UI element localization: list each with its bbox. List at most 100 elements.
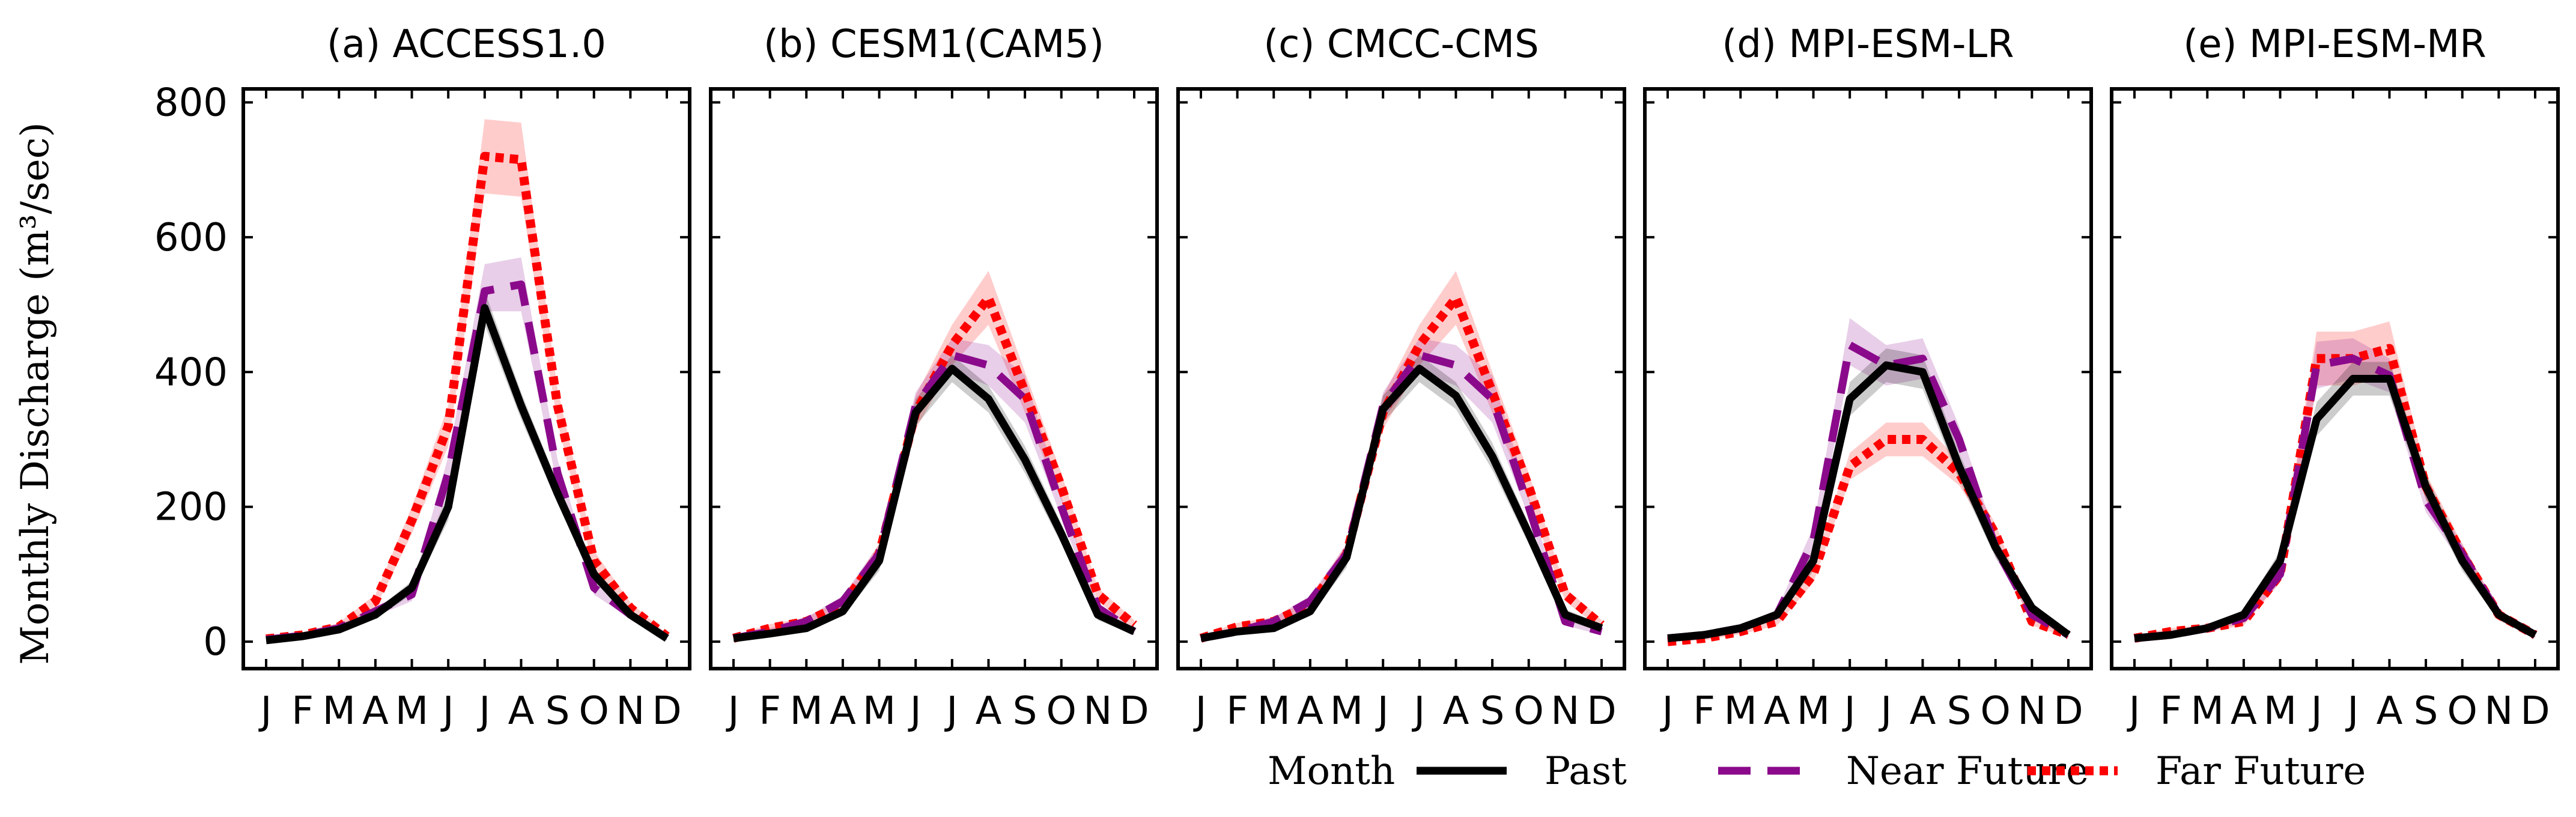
- x-axis-label: Month: [1268, 749, 1395, 794]
- panel-title: (b) CESM1(CAM5): [764, 22, 1104, 67]
- x-tick-label: O: [579, 689, 609, 733]
- x-tick-label: M: [2191, 689, 2224, 733]
- far-legend-label: Far Future: [2155, 749, 2366, 794]
- plot-frame: [1176, 87, 1626, 670]
- x-tick-label: J: [2127, 689, 2140, 733]
- x-tick-label: N: [1083, 689, 1112, 733]
- x-tick-label: J: [1411, 689, 1425, 733]
- plot-frame: [2110, 87, 2560, 670]
- x-tick-label: F: [291, 689, 314, 733]
- x-tick-label: A: [1910, 689, 1936, 733]
- x-tick-label: F: [1693, 689, 1715, 733]
- x-tick-label: M: [1724, 689, 1757, 733]
- x-tick-label: N: [1551, 689, 1579, 733]
- x-tick-label: A: [2231, 689, 2257, 733]
- x-tick-label: D: [2520, 689, 2550, 733]
- x-tick-label: F: [759, 689, 781, 733]
- x-tick-label: D: [652, 689, 681, 733]
- plot-frame: [1643, 87, 2093, 670]
- x-tick-label: J: [2309, 689, 2322, 733]
- x-tick-label: M: [2264, 689, 2297, 733]
- x-tick-label: S: [1013, 689, 1037, 733]
- past-range-band: [1668, 348, 2068, 641]
- panel-2: (b) CESM1(CAM5)J F M A M J J A S O N D: [709, 22, 1159, 733]
- panel-title: (d) MPI-ESM-LR: [1722, 22, 2014, 67]
- x-tick-label: M: [323, 689, 356, 733]
- panel-title: (a) ACCESS1.0: [327, 22, 606, 67]
- x-tick-label: S: [1480, 689, 1505, 733]
- far-range-band: [1201, 270, 1602, 641]
- x-tick-label: A: [508, 689, 535, 733]
- x-tick-label: J: [258, 689, 272, 733]
- plot-frame: [242, 87, 691, 670]
- panel-4: (d) MPI-ESM-LRJ F M A M J J A S O N D: [1643, 22, 2093, 733]
- x-tick-label: F: [2160, 689, 2182, 733]
- x-tick-label: N: [2017, 689, 2046, 733]
- x-tick-label: J: [908, 689, 922, 733]
- x-tick-label: M: [395, 689, 428, 733]
- y-tick-label: 400: [154, 350, 228, 395]
- x-tick-label: M: [1797, 689, 1830, 733]
- past-series-line: [266, 304, 669, 645]
- plot-frame: [709, 87, 1159, 670]
- x-tick-label: M: [790, 689, 823, 733]
- x-tick-label: F: [1226, 689, 1248, 733]
- y-tick-label: 200: [154, 485, 228, 530]
- panel-title: (c) CMCC-CMS: [1263, 22, 1539, 67]
- x-tick-label: J: [944, 689, 958, 733]
- x-tick-label: J: [476, 689, 490, 733]
- x-tick-label: A: [1297, 689, 1323, 733]
- far-series-line: [1667, 434, 2070, 646]
- x-tick-label: A: [830, 689, 856, 733]
- x-tick-label: N: [2484, 689, 2513, 733]
- x-tick-label: M: [1257, 689, 1290, 733]
- x-tick-label: N: [616, 689, 645, 733]
- near-series-line: [732, 351, 1137, 642]
- x-tick-label: J: [1193, 689, 1207, 733]
- past-series-line: [733, 365, 1136, 642]
- near-legend-label: Near Future: [1846, 749, 2089, 794]
- y-tick-label: 800: [154, 80, 228, 125]
- x-tick-label: D: [1587, 689, 1616, 733]
- y-axis-label: Monthly Discharge (m³/sec): [13, 122, 58, 664]
- y-tick-label: 600: [154, 216, 228, 260]
- x-tick-label: O: [1981, 689, 2011, 733]
- x-tick-label: O: [1514, 689, 1544, 733]
- x-tick-label: J: [726, 689, 740, 733]
- legend: Past Near Future Far Future: [1417, 749, 2366, 794]
- x-tick-label: J: [1842, 689, 1856, 733]
- x-tick-label: D: [2053, 689, 2083, 733]
- x-tick-label: O: [2447, 689, 2477, 733]
- panel-title: (e) MPI-ESM-MR: [2183, 22, 2486, 67]
- past-series-line: [1667, 361, 2071, 642]
- far-range-band: [734, 270, 1134, 641]
- far-series-line: [1199, 293, 1605, 643]
- past-range-band: [734, 355, 1134, 641]
- x-tick-label: M: [1330, 689, 1363, 733]
- x-tick-label: A: [976, 689, 1002, 733]
- past-series-line: [2134, 375, 2538, 642]
- past-series-line: [1200, 365, 1603, 642]
- x-tick-label: J: [1375, 689, 1389, 733]
- x-tick-label: S: [2414, 689, 2438, 733]
- x-tick-label: S: [1947, 689, 1972, 733]
- x-tick-label: J: [2345, 689, 2359, 733]
- past-range-band: [1201, 355, 1602, 641]
- x-tick-label: O: [1046, 689, 1077, 733]
- past-legend-label: Past: [1545, 749, 1627, 794]
- x-tick-label: A: [1443, 689, 1469, 733]
- x-tick-label: J: [1878, 689, 1892, 733]
- x-tick-label: J: [440, 689, 454, 733]
- x-tick-label: S: [545, 689, 570, 733]
- x-tick-label: A: [1764, 689, 1790, 733]
- near-series-line: [1200, 351, 1603, 642]
- x-tick-label: A: [2377, 689, 2403, 733]
- x-tick-label: A: [362, 689, 389, 733]
- x-tick-label: J: [1660, 689, 1674, 733]
- y-tick-label: 0: [203, 620, 228, 664]
- x-tick-label: D: [1119, 689, 1149, 733]
- x-tick-label: M: [863, 689, 896, 733]
